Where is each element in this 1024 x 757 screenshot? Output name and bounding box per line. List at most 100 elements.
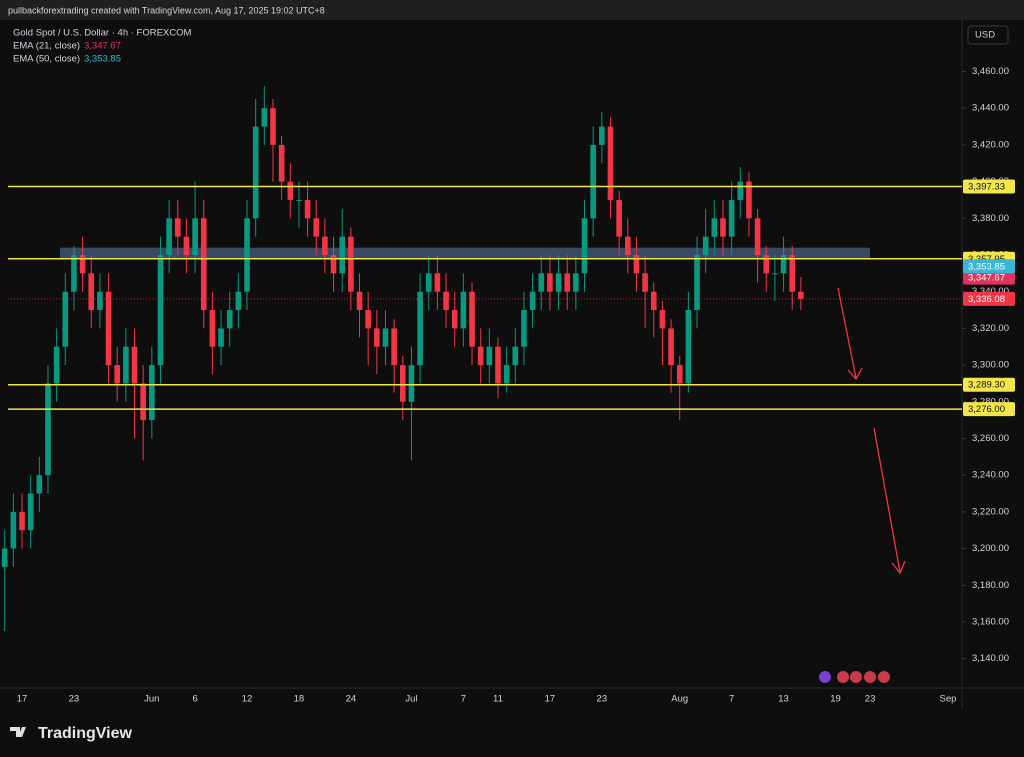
brand-logo <box>10 727 26 737</box>
candle-body <box>97 291 103 311</box>
x-tick-label: 7 <box>729 694 734 705</box>
candle-body <box>477 346 484 366</box>
candle-body <box>685 310 692 384</box>
x-tick-label: 17 <box>17 694 28 705</box>
icon[interactable] <box>819 671 831 683</box>
candle-body <box>616 199 622 237</box>
x-tick-label: Jun <box>144 694 159 705</box>
candle-body <box>676 365 683 384</box>
x-tick-label: Sep <box>940 694 957 705</box>
candle-body <box>226 310 233 329</box>
y-tick-label: 3,140.00 <box>972 653 1009 664</box>
candle-body <box>417 291 423 366</box>
x-tick-label: 18 <box>294 694 305 705</box>
candle-body <box>304 199 311 219</box>
plot: 3,140.00 3,160.00 3,180.00 3,200.00 3,220.00… <box>1 66 1015 705</box>
level-label-box <box>963 402 1015 417</box>
y-tick-label: 3,460.00 <box>972 66 1009 77</box>
candle-body <box>555 273 562 292</box>
candle-body <box>192 218 198 256</box>
candle-body <box>131 346 138 384</box>
candle-body <box>218 328 224 347</box>
candle-body <box>798 291 804 299</box>
x-tick-label: 13 <box>778 694 789 705</box>
candle-body <box>278 144 285 182</box>
indicator-value: 3,353.85 <box>84 54 121 65</box>
icon[interactable] <box>837 671 849 683</box>
supply-zone <box>60 247 870 259</box>
candle-body <box>737 181 744 200</box>
candle-body <box>694 255 700 311</box>
candle-body <box>780 255 787 274</box>
header-text: pullbackforextrading created with Tradin… <box>8 5 325 15</box>
candle-body <box>209 310 216 347</box>
forecast-arrows <box>837 287 906 575</box>
y-tick-label: 3,280.00 <box>972 396 1009 407</box>
candle-body <box>650 291 657 311</box>
candle-body <box>36 475 43 494</box>
y-tick-label: 3,160.00 <box>972 616 1009 627</box>
y-tick-label: 3,420.00 <box>972 139 1009 150</box>
candle-body <box>71 255 77 292</box>
candle-body <box>408 365 415 402</box>
candle-body <box>399 365 406 402</box>
candle-body <box>529 291 536 311</box>
candle-body <box>512 346 519 366</box>
candle-body <box>564 273 571 292</box>
indicator-value: 3,347.67 <box>84 41 121 52</box>
candle-body <box>45 383 51 476</box>
candle-body <box>79 255 86 274</box>
y-tick-label: 3,440.00 <box>972 103 1009 114</box>
icon[interactable] <box>878 671 890 683</box>
candle-body <box>19 511 25 531</box>
candle-body <box>538 273 545 292</box>
indicator-name: EMA (21, close) <box>13 41 80 52</box>
candle-body <box>754 218 761 256</box>
chart-title: Gold Spot / U.S. Dollar · 4h · FOREXCOM <box>13 28 192 39</box>
candle-body <box>668 328 674 366</box>
arrow <box>873 427 906 575</box>
candle-body <box>166 218 172 256</box>
currency-box[interactable] <box>967 25 1009 45</box>
y-tick-label: 3,380.00 <box>972 213 1009 224</box>
candle-body <box>356 291 363 311</box>
candle-body <box>322 236 328 256</box>
candle-body <box>313 218 320 237</box>
candle-body <box>590 144 596 219</box>
level-label-box <box>963 179 1015 194</box>
icon[interactable] <box>864 671 876 683</box>
candle-body <box>720 218 726 237</box>
x-tick-label: Jul <box>405 694 417 705</box>
x-tick-label: 17 <box>545 694 556 705</box>
candle-body <box>495 346 501 384</box>
candle-body <box>382 328 389 347</box>
candle-body <box>642 273 648 292</box>
candle-body <box>200 218 207 311</box>
indicator-label: 3,347.67 <box>968 273 1005 284</box>
candle-body <box>486 346 493 366</box>
x-tick-label: 23 <box>865 694 876 705</box>
candle-body <box>244 218 250 292</box>
candle-body <box>287 181 294 200</box>
candle-body <box>659 310 666 329</box>
candle-body <box>581 218 588 274</box>
candle-body <box>772 273 778 275</box>
y-tick-label: 3,320.00 <box>972 323 1009 334</box>
candle-body <box>460 291 467 329</box>
candle-body <box>547 273 553 292</box>
arrow <box>837 287 863 381</box>
currency[interactable]: USD <box>975 30 995 41</box>
candle-body <box>261 108 268 127</box>
candle-body <box>443 291 449 311</box>
icon[interactable] <box>850 671 862 683</box>
level-label-box <box>963 377 1015 392</box>
candle-body <box>763 255 770 274</box>
last-price-label: 3,336.08 <box>968 294 1005 305</box>
level-label: 3,289.30 <box>968 380 1005 391</box>
x-tick-label: 12 <box>242 694 253 705</box>
candle-body <box>451 310 458 329</box>
candle-body <box>53 346 60 384</box>
candle-body <box>728 199 735 237</box>
candle-body <box>365 310 371 329</box>
